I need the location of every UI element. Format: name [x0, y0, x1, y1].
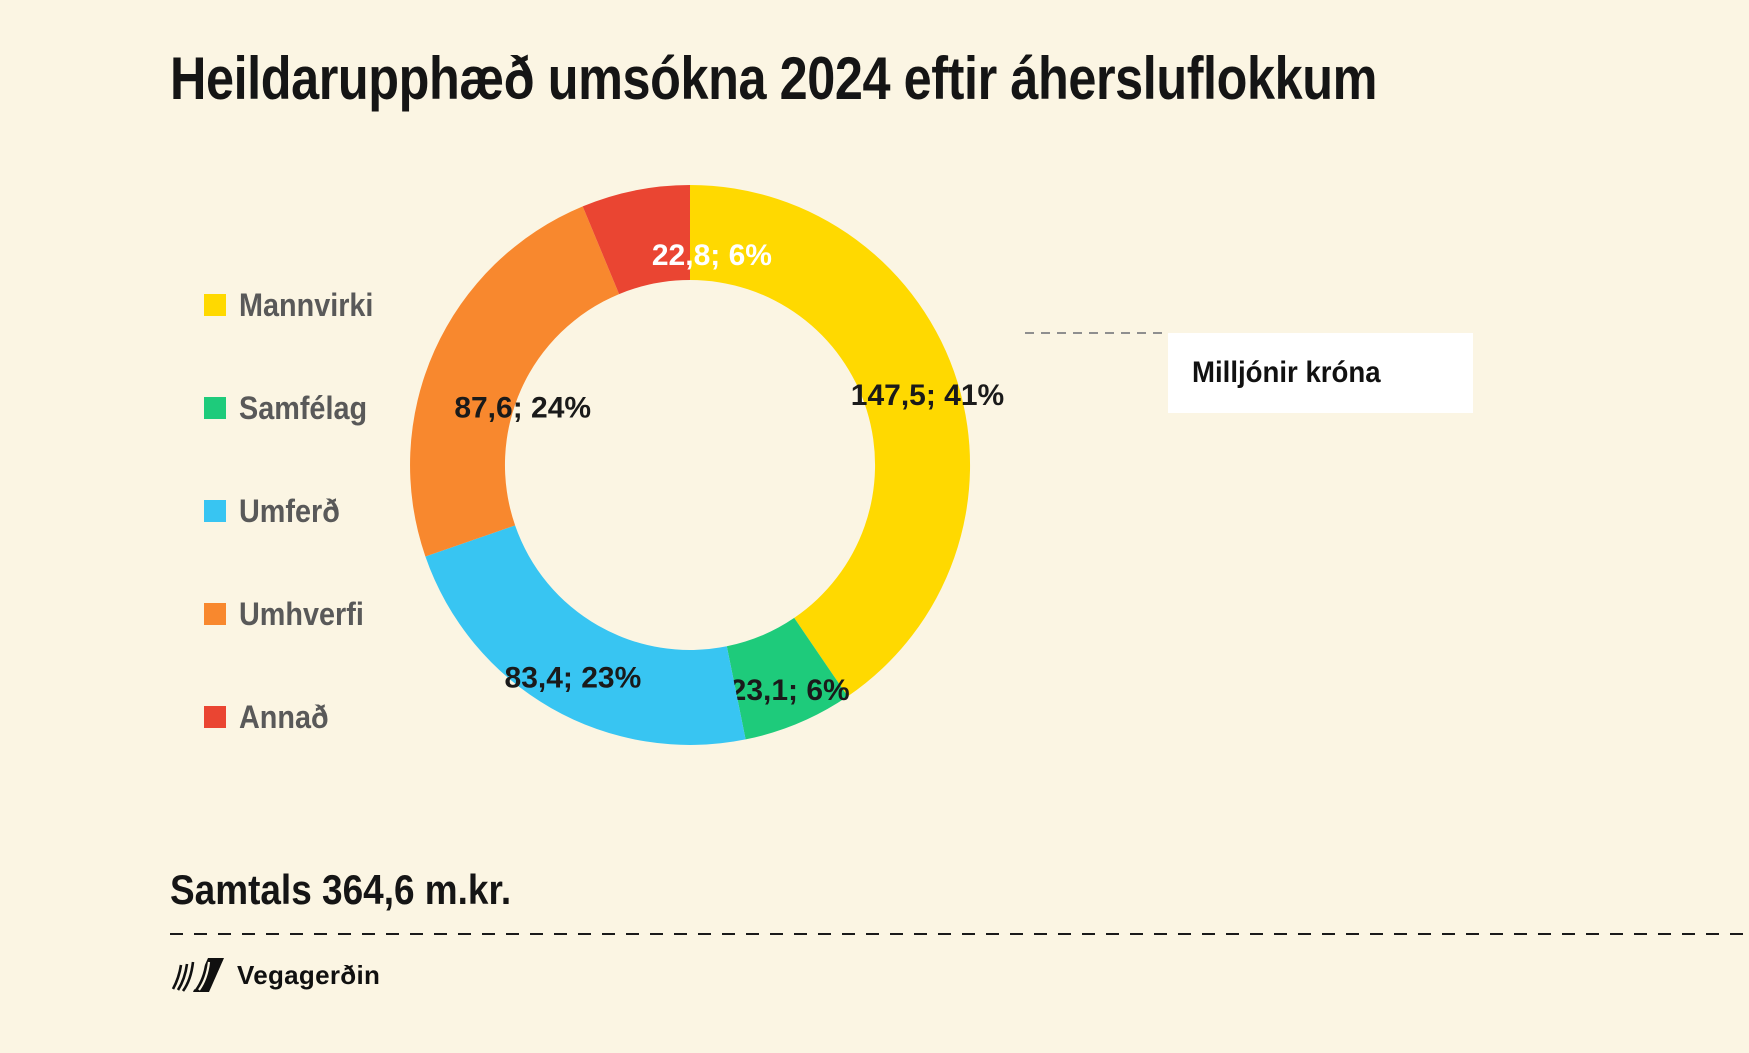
legend-item-samfélag: Samfélag [204, 389, 388, 426]
chart-legend: Mannvirki Samfélag Umferð Umhverfi Annað [204, 286, 388, 803]
legend-item-umferð: Umferð [204, 492, 388, 529]
legend-item-annað: Annað [204, 698, 388, 735]
chart-title: Heildarupphæð umsókna 2024 eftir áherslu… [170, 45, 1377, 112]
legend-swatch-icon [204, 706, 226, 728]
legend-label: Annað [239, 698, 329, 735]
brand-name: Vegagerðin [237, 959, 381, 990]
slice-label-mannvirki: 147,5; 41% [851, 379, 1004, 412]
legend-swatch-icon [204, 397, 226, 419]
legend-label: Umferð [239, 492, 340, 529]
legend-label: Samfélag [239, 389, 368, 426]
vegagerdin-logo-icon [171, 958, 224, 992]
callout-leader-line [1025, 332, 1168, 334]
pie-slice-annað [582, 185, 690, 295]
dashed-divider [170, 933, 1745, 935]
slice-label-annað: 22,8; 6% [652, 239, 772, 272]
legend-swatch-icon [204, 294, 226, 316]
legend-item-umhverfi: Umhverfi [204, 595, 388, 632]
legend-item-mannvirki: Mannvirki [204, 286, 388, 323]
brand-footer: Vegagerðin [168, 956, 380, 994]
legend-swatch-icon [204, 603, 226, 625]
slice-label-umferð: 83,4; 23% [505, 661, 642, 694]
slice-label-umhverfi: 87,6; 24% [454, 392, 591, 425]
legend-label: Umhverfi [239, 595, 364, 632]
unit-callout-label: Milljónir króna [1192, 356, 1381, 389]
unit-callout: Milljónir króna [1168, 333, 1473, 413]
pie-slice-umhverfi [410, 206, 620, 557]
slice-label-samfélag: 23,1; 6% [730, 674, 850, 707]
total-text: Samtals 364,6 m.kr. [170, 866, 512, 913]
legend-label: Mannvirki [239, 286, 374, 323]
pie-slice-umferð [425, 525, 746, 745]
legend-swatch-icon [204, 500, 226, 522]
pie-slice-mannvirki [690, 185, 971, 697]
pie-slice-samfélag [726, 617, 848, 740]
